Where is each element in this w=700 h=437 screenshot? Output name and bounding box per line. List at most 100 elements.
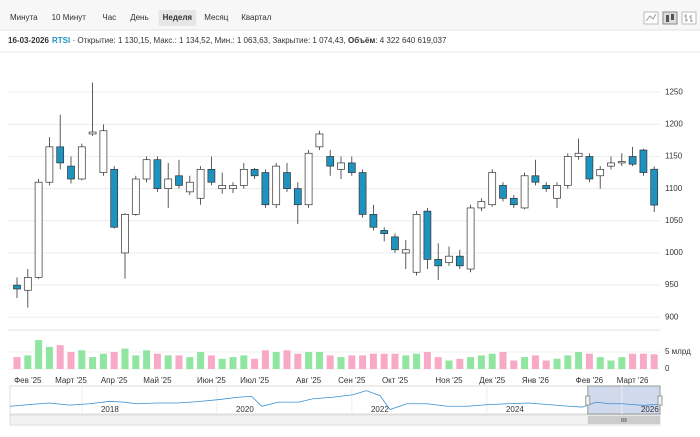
x-tick-label: Авг '25 (296, 376, 322, 385)
candle-body (56, 146, 65, 164)
x-tick-label: Фев '26 (576, 376, 604, 385)
volume-bar (499, 352, 507, 369)
volume-bar (78, 350, 86, 369)
tab[interactable]: Минута (10, 13, 38, 22)
candle-body (347, 162, 356, 173)
candle-body (423, 210, 432, 260)
y-tick-label: 1200 (665, 119, 683, 128)
volume-bar (326, 355, 334, 369)
candle-body (358, 172, 367, 215)
volume-bar (521, 357, 529, 369)
candle-body (639, 149, 648, 173)
candle-body (153, 159, 162, 189)
volume-bar (434, 357, 442, 369)
volume-bar (315, 352, 323, 369)
line-icon-glyph (645, 13, 657, 22)
y-tick-label: 1150 (665, 152, 683, 161)
volume-bar (391, 353, 399, 369)
tab[interactable]: Месяц (204, 13, 229, 22)
volume-bar (240, 355, 248, 369)
candle-body (445, 255, 453, 263)
candle-body (574, 152, 583, 157)
volume-bar (35, 340, 43, 369)
tab[interactable]: Неделя (163, 13, 193, 22)
volume-bar (56, 345, 64, 369)
navigator-handle[interactable] (585, 395, 591, 406)
y-tick-label: 1000 (665, 248, 683, 257)
volume-bar (197, 352, 205, 369)
navigator-selection (587, 385, 661, 415)
candle-body (196, 168, 205, 199)
volume-bar (607, 360, 615, 369)
volume-tick-label: 5 млрд (665, 347, 691, 356)
info-ticker: RTSI (52, 36, 70, 45)
candle-body (261, 172, 270, 206)
navigator-line (9, 390, 661, 411)
y-tick-label: 1250 (665, 87, 683, 96)
toolbar (0, 0, 700, 30)
volume-bar (121, 348, 129, 369)
candle-body (185, 181, 194, 193)
navigator-tick-label: 2020 (236, 405, 254, 414)
info-volume: : 4 322 640 619,037 (375, 36, 447, 45)
y-tick-label: 950 (665, 280, 679, 289)
candle-icon[interactable] (662, 11, 678, 25)
volume-bar (575, 352, 583, 369)
candle-body (488, 172, 497, 206)
tab[interactable]: Час (102, 13, 116, 22)
x-tick-label: Сен '25 (338, 376, 366, 385)
candle-body (326, 156, 335, 167)
volume-bar (629, 353, 637, 369)
info-line: RTSI · Открытие: 1 130,15, Макс.: 1 134,… (52, 36, 447, 45)
x-tick-label: Янв '26 (522, 376, 550, 385)
volume-bar (553, 358, 561, 369)
volume-bar (89, 357, 97, 369)
volume-bar (251, 358, 259, 369)
line-icon[interactable] (643, 11, 659, 25)
volume-bar (423, 352, 431, 369)
volume-bar (186, 357, 194, 369)
candle-body (239, 168, 248, 186)
bar-icon[interactable] (681, 11, 697, 25)
volume-bar (294, 353, 302, 369)
x-tick-label: Май '25 (143, 376, 172, 385)
volume-bar (175, 355, 183, 369)
candle-body (477, 201, 486, 209)
candle-body (455, 255, 464, 267)
volume-bar (596, 357, 604, 369)
navigator-handle[interactable] (657, 395, 663, 406)
candle-body (531, 175, 540, 183)
volume-bar (456, 358, 464, 369)
candle-body (110, 168, 119, 228)
candle-body (520, 175, 529, 209)
volume-bar (132, 355, 140, 369)
scrollbar[interactable] (9, 414, 661, 426)
volume-bar (531, 355, 539, 369)
volume-bar (261, 350, 269, 369)
candle-body (509, 197, 518, 206)
volume-bar (445, 360, 453, 369)
candle-body (304, 152, 313, 206)
volume-bar (67, 352, 75, 369)
volume-bar (467, 357, 475, 369)
candle-body (131, 178, 140, 215)
x-tick-label: Фев '25 (14, 376, 42, 385)
x-tick-label: Ноя '25 (435, 376, 463, 385)
candle-body (391, 236, 399, 251)
volume-bar (618, 357, 626, 369)
chart-type-icons (643, 11, 697, 25)
volume-bar (348, 355, 356, 369)
candle-body (563, 156, 572, 186)
candle-body (175, 175, 183, 186)
volume-bar (218, 358, 226, 369)
volume-bar (164, 355, 172, 369)
volume-bar (283, 350, 291, 369)
candle-icon-glyph (671, 14, 674, 20)
tab[interactable]: День (130, 13, 148, 22)
volume-bar (272, 352, 280, 369)
candle-body (607, 162, 615, 167)
x-tick-label: Июн '25 (197, 376, 226, 385)
tab[interactable]: Квартал (241, 13, 272, 22)
tab[interactable]: 10 Минут (52, 13, 87, 22)
candle-body (401, 249, 410, 254)
